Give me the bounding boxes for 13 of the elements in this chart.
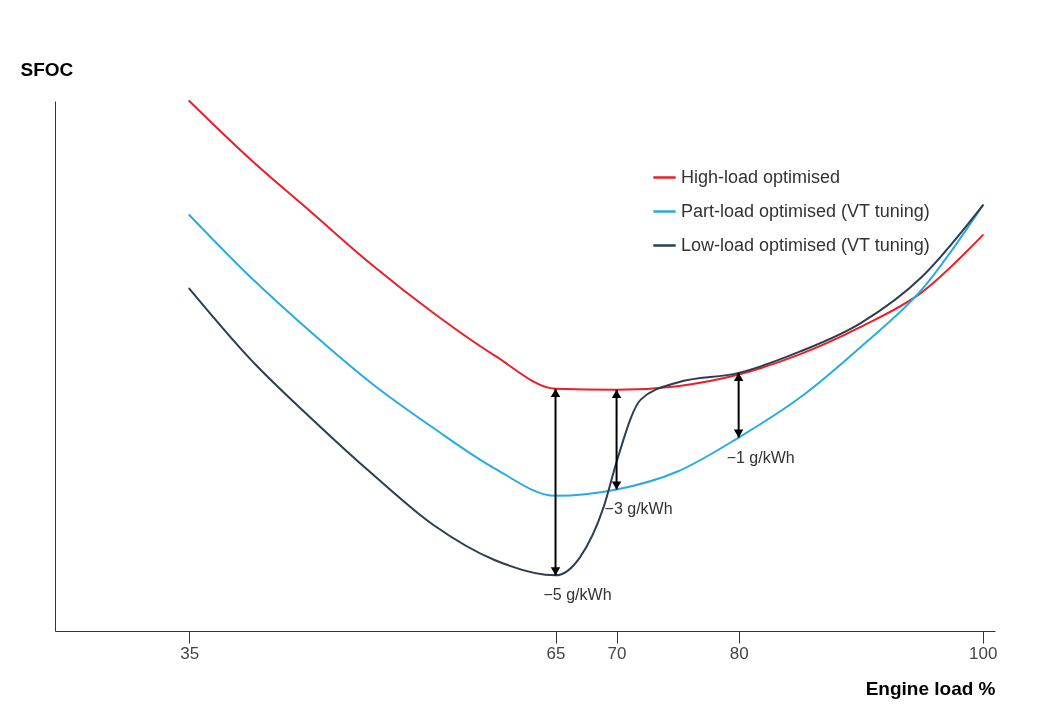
x-tick-label: 70 <box>607 643 627 663</box>
x-tick-label: 80 <box>729 643 749 663</box>
legend-label: Low-load optimised (VT tuning) <box>681 234 930 255</box>
annotation: −5 g/kWh <box>543 586 612 604</box>
annotation: −1 g/kWh <box>726 448 795 466</box>
legend-label: Part-load optimised (VT tuning) <box>681 200 930 221</box>
x-tick-label: 100 <box>969 643 998 663</box>
annotation: −3 g/kWh <box>604 500 673 518</box>
x-tick-label: 65 <box>546 643 566 663</box>
x-axis-title: Engine load % <box>865 677 996 699</box>
x-tick-label: 35 <box>180 643 200 663</box>
legend-label: High-load optimised <box>681 166 841 187</box>
y-axis-title: SFOC <box>20 58 74 80</box>
